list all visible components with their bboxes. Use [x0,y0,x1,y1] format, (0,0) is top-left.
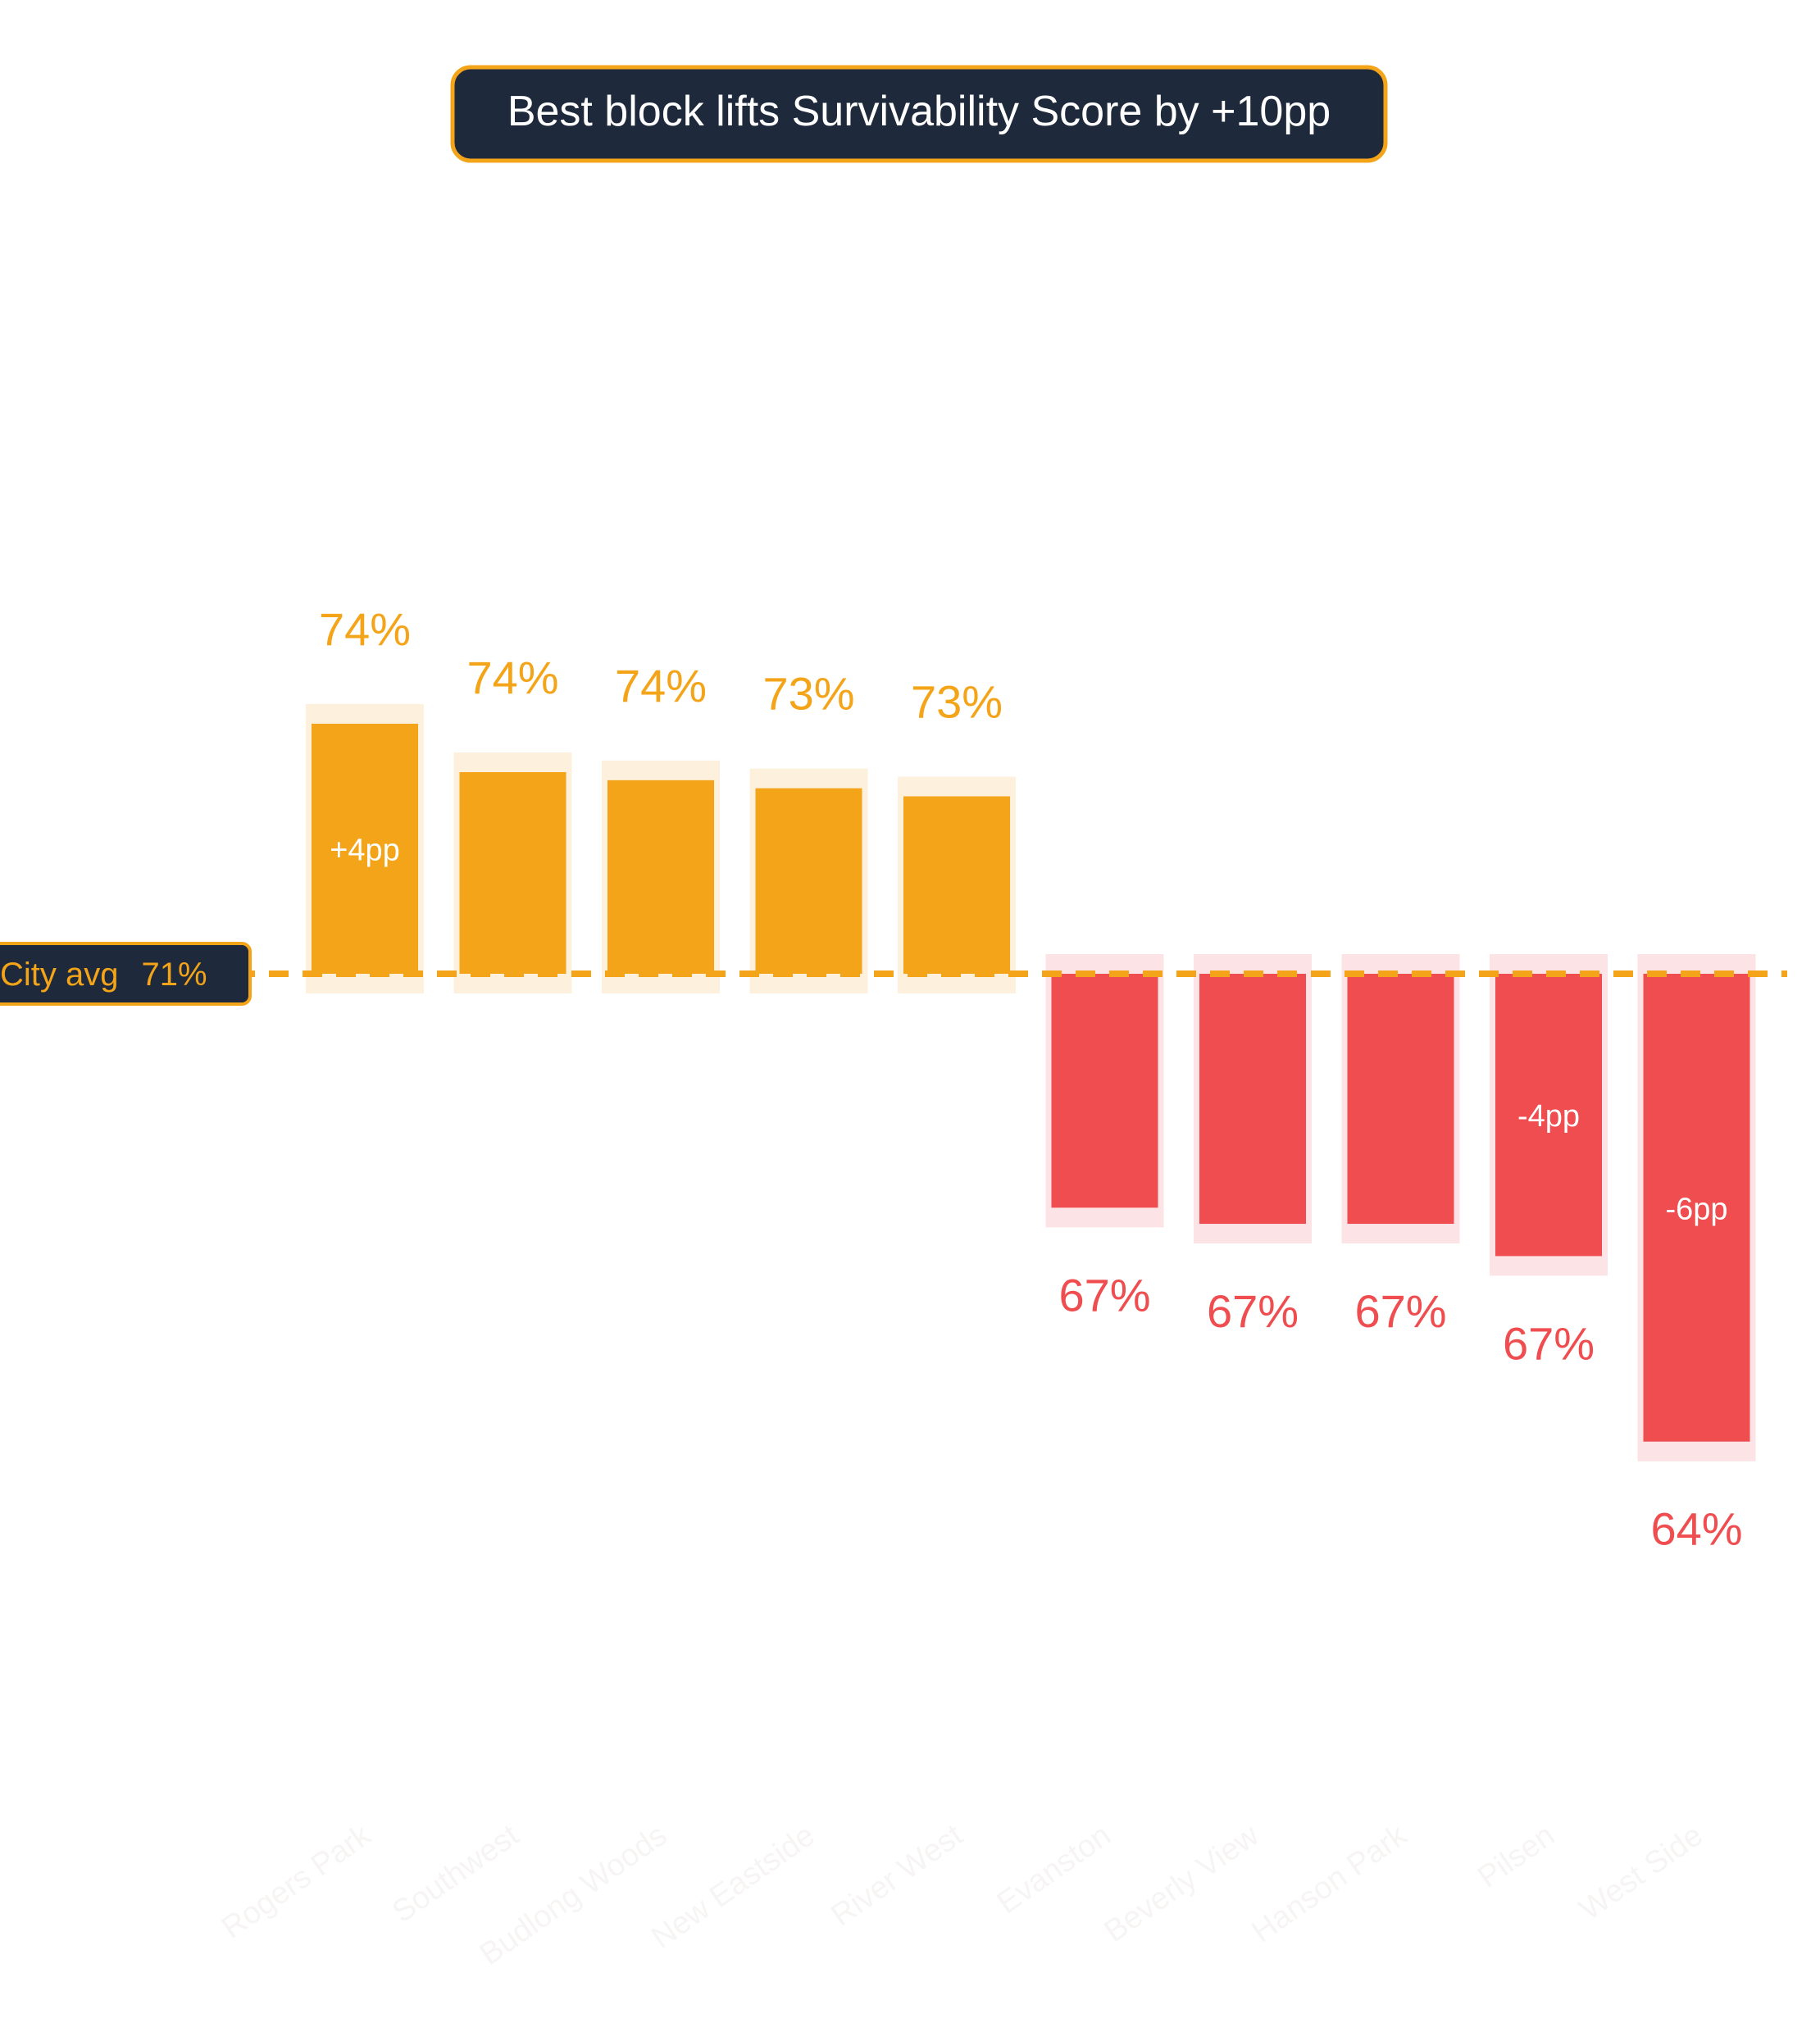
city-average-name: City avg [0,957,119,993]
tick-label-hanson-park: Hanson Park [1246,1817,1414,1949]
value-label-evanston: 67% [1058,1269,1150,1321]
tick-label-west-side: West Side [1573,1818,1709,1927]
bar-beverly-view [1199,974,1306,1225]
chart-title-background [450,65,1388,163]
value-labels: 74% 74% 74% 73% 73% 67% 67% 67% 67% 64% [319,603,1743,1555]
value-label-budlong-woods: 74% [615,660,707,711]
bar-pilsen [1495,974,1602,1257]
city-average-label-text: City avg 71% [0,957,207,993]
bar-river-west [903,796,1010,974]
value-label-southwest: 74% [466,652,558,703]
bar-evanston [1051,974,1158,1208]
city-average-label-background [0,942,252,1006]
bar-southwest [459,772,566,974]
city-average-value: 71% [142,957,207,993]
bars [312,723,1750,1442]
tick-label-evanston: Evanston [991,1818,1117,1921]
tick-label-southwest: Southwest [386,1818,526,1930]
delta-label-pilsen: -4pp [1517,1099,1580,1134]
value-label-river-west: 73% [911,676,1003,728]
tick-label-beverly-view: Beverly View [1099,1818,1266,1949]
tick-label-new-eastside: New Eastside [645,1818,821,1956]
chart-title: Best block lifts Survivability Score by … [507,88,1331,135]
value-label-rogers-park: 74% [319,603,411,655]
value-label-west-side: 64% [1650,1503,1742,1555]
value-label-hanson-park: 67% [1354,1285,1446,1337]
delta-label-west-side: -6pp [1665,1192,1727,1226]
value-label-beverly-view: 67% [1207,1285,1299,1337]
bar-new-eastside [755,788,862,974]
tick-label-pilsen: Pilsen [1472,1818,1561,1895]
tick-label-river-west: River West [825,1818,969,1934]
delta-label-rogers-park: +4pp [330,833,400,867]
value-label-new-eastside: 73% [762,668,854,720]
bar-hanson-park [1347,974,1454,1225]
bar-budlong-woods [607,780,714,974]
delta-labels: +4pp -4pp -6pp [330,833,1727,1226]
city-average-label: City avg 71% [0,942,252,1006]
bar-west-side [1643,974,1750,1442]
tick-label-rogers-park: Rogers Park [216,1817,378,1945]
value-label-pilsen: 67% [1503,1317,1595,1369]
bar-rogers-park [312,723,418,974]
chart-title-box: Best block lifts Survivability Score by … [450,65,1388,163]
